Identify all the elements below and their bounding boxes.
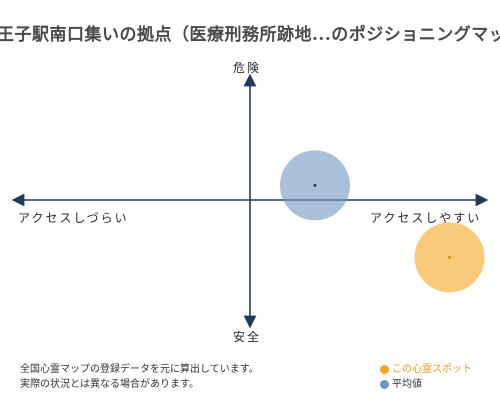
legend-label: この心霊スポット: [392, 364, 472, 375]
legend-swatch: [380, 365, 389, 374]
data-point-center: [448, 255, 452, 259]
legend-swatch: [380, 380, 389, 389]
legend-label: 平均値: [392, 379, 422, 390]
data-point-center: [313, 183, 317, 187]
axis-label-bottom: 安全: [233, 330, 262, 344]
chart-title: 王子駅南口集いの拠点（医療刑務所跡地...のポジショニングマップ: [0, 25, 500, 44]
legend-item-average: 平均値: [380, 377, 472, 392]
footnote-line: 実際の状況とは異なる場合があります。: [20, 379, 199, 390]
axis-label-top: 危険: [233, 61, 262, 75]
footnotes: 全国心霊マップの登録データを元に算出しています。 実際の状況とは異なる場合があり…: [20, 362, 259, 392]
axis-label-right: アクセスしやすい: [370, 211, 482, 225]
footnote-line: 全国心霊マップの登録データを元に算出しています。: [20, 364, 259, 375]
legend-item-this-spot: この心霊スポット: [380, 362, 472, 377]
legend: この心霊スポット 平均値: [380, 362, 472, 392]
axis-label-left: アクセスしづらい: [18, 211, 129, 225]
points-layer: [279, 150, 485, 293]
